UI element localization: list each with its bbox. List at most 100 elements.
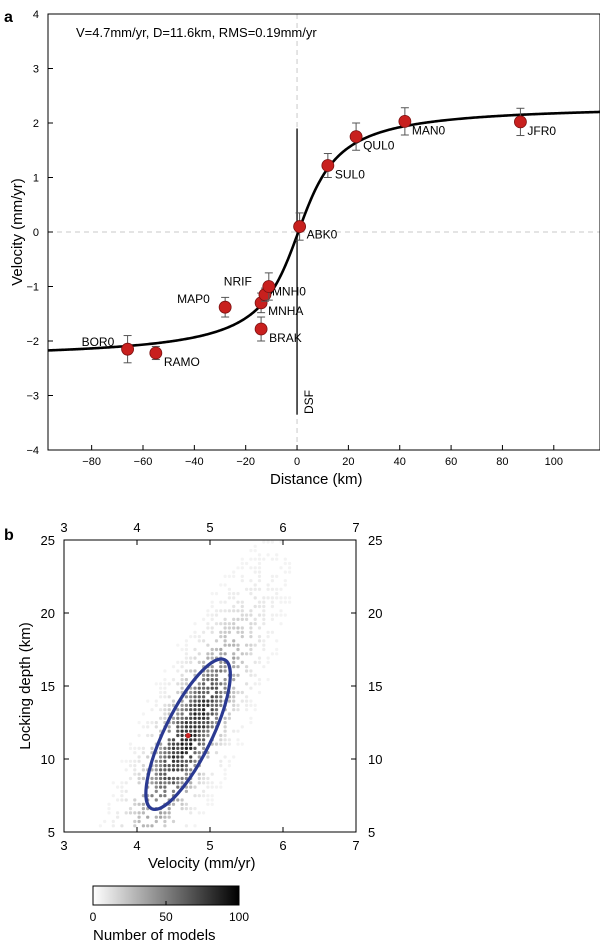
model-cell <box>176 716 180 720</box>
model-cell <box>184 738 188 742</box>
model-cell <box>202 742 206 746</box>
model-cell <box>227 596 231 600</box>
model-cell <box>128 776 133 781</box>
model-cell <box>279 596 283 600</box>
model-cell <box>210 647 214 652</box>
model-cell <box>214 669 219 673</box>
station-label: MAN0 <box>412 123 446 137</box>
model-cell <box>180 721 184 725</box>
model-cell <box>245 561 249 566</box>
model-cell <box>146 721 150 725</box>
model-cell <box>154 764 158 768</box>
model-cell <box>236 738 240 742</box>
model-density-heatmap <box>98 540 292 828</box>
model-cell <box>206 781 210 785</box>
model-cell <box>189 656 193 660</box>
model-cell <box>189 746 193 750</box>
model-cell <box>236 673 240 677</box>
model-cell <box>154 703 158 707</box>
model-cell <box>167 776 171 781</box>
model-cell <box>232 604 236 609</box>
model-cell <box>249 699 253 703</box>
model-cell <box>257 682 262 686</box>
model-cell <box>232 686 236 690</box>
model-cell <box>236 647 240 652</box>
model-cell <box>141 764 145 768</box>
model-cell <box>266 678 270 682</box>
model-cell <box>257 604 262 609</box>
model-cell <box>206 652 210 656</box>
model-cell <box>232 699 236 703</box>
model-cell <box>184 695 188 699</box>
model-cell <box>206 678 210 682</box>
colorbar-tick-label: 50 <box>159 910 173 924</box>
panel-a-plot: −80 −60 −40 −20 0 20 40 60 80 100 −4 −3 −2 −1 0 1 2 3 4 BOR… <box>26 9 600 468</box>
model-cell <box>223 609 227 613</box>
model-cell <box>270 652 274 656</box>
model-cell <box>167 764 171 768</box>
y-tick-label: 5 <box>48 825 55 840</box>
panel-b-xlabel: Velocity (mm/yr) <box>148 855 256 872</box>
model-cell <box>202 776 206 781</box>
model-cell <box>206 733 210 738</box>
model-cell <box>171 764 176 768</box>
model-cell <box>227 587 231 591</box>
x-tick-label: −20 <box>236 456 255 468</box>
model-cell <box>193 695 197 699</box>
model-cell <box>171 759 176 763</box>
model-cell <box>223 776 227 781</box>
model-cell <box>266 540 270 544</box>
model-cell <box>275 613 279 617</box>
model-cell <box>189 712 193 716</box>
model-cell <box>232 673 236 677</box>
model-cell <box>219 652 223 656</box>
model-cell <box>133 798 137 802</box>
model-cell <box>240 635 244 639</box>
model-cell <box>167 708 171 712</box>
x-tick-label-top: 5 <box>206 520 213 535</box>
panel-b-frame <box>63 539 357 833</box>
model-cell <box>193 712 197 716</box>
model-cell <box>176 712 180 716</box>
model-cell <box>193 656 197 660</box>
model-cell <box>257 656 262 660</box>
model-cell <box>214 695 219 699</box>
model-cell <box>240 630 244 634</box>
station-point <box>149 346 163 360</box>
model-cell <box>163 819 167 824</box>
x-tick-label: −80 <box>82 456 101 468</box>
model-cell <box>193 708 197 712</box>
model-cell <box>159 746 163 750</box>
model-cell <box>180 746 184 750</box>
model-cell <box>249 686 253 690</box>
model-cell <box>236 703 240 707</box>
model-cell <box>275 592 279 596</box>
model-cell <box>176 776 180 781</box>
model-cell <box>202 686 206 690</box>
model-cell <box>141 807 145 811</box>
x-tick-label-top: 7 <box>352 520 359 535</box>
y-tick-label-right: 20 <box>368 606 382 621</box>
model-cell <box>163 669 167 673</box>
model-cell <box>214 751 219 755</box>
model-cell <box>206 776 210 781</box>
model-cell <box>133 759 137 763</box>
model-cell <box>249 626 253 630</box>
model-cell <box>214 613 219 617</box>
model-cell <box>150 721 154 725</box>
model-cell <box>180 807 184 811</box>
y-tick-label: 1 <box>33 173 39 185</box>
model-cell <box>275 652 279 656</box>
model-cell <box>279 587 283 591</box>
model-cell <box>214 699 219 703</box>
model-cell <box>159 690 163 695</box>
model-cell <box>176 755 180 759</box>
model-cell <box>266 587 270 591</box>
model-cell <box>189 669 193 673</box>
model-cell <box>163 716 167 720</box>
model-cell <box>184 682 188 686</box>
model-cell <box>223 686 227 690</box>
model-cell <box>223 682 227 686</box>
model-cell <box>232 609 236 613</box>
model-cell <box>257 553 262 557</box>
